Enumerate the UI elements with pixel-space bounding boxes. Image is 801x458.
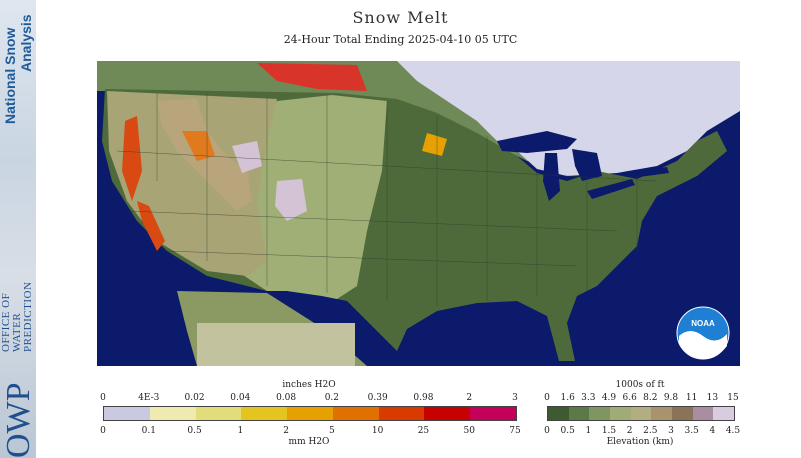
melt-color-swatch (332, 407, 379, 420)
lake-huron (572, 149, 602, 181)
elev-tick-label: 13 (706, 393, 719, 403)
melt-color-swatch (195, 407, 242, 420)
melt-tick-label: 25 (417, 426, 430, 436)
elev-color-swatch (630, 407, 652, 420)
lake-erie (587, 179, 635, 199)
melt-tick-label: 0.04 (230, 393, 251, 403)
elev-tick-label: 1.5 (601, 426, 617, 436)
melt-inch-ticks: 0 4E-3 0.02 0.04 0.08 0.2 0.39 0.98 2 3 (100, 393, 518, 405)
melt-tick-label: 50 (463, 426, 475, 436)
cascade-melt (122, 116, 142, 201)
snow-melt-map (97, 61, 740, 366)
canada-snow (397, 61, 740, 176)
melt-tick-label: 0 (100, 393, 106, 403)
melt-tick-label: 0.98 (413, 393, 434, 403)
elev-color-swatch (651, 407, 673, 420)
lake-superior (497, 131, 577, 153)
lake-ontario (637, 167, 669, 177)
elev-color-swatch (692, 407, 714, 420)
elev-tick-label: 6.6 (622, 393, 637, 403)
elev-tick-label: 1 (585, 426, 592, 436)
elev-color-swatch (589, 407, 611, 420)
melt-color-swatch (424, 407, 471, 420)
elev-tick-label: 8.2 (643, 393, 658, 403)
elev-tick-label: 9.8 (663, 393, 679, 403)
lake-michigan (543, 153, 560, 201)
elev-tick-label: 0.5 (560, 426, 575, 436)
noaa-logo: NOAA (676, 306, 730, 360)
snowpack-co (275, 179, 307, 221)
elev-tick-label: 0 (544, 426, 550, 436)
melt-mm-ticks: 0 0.1 0.5 1 2 5 10 25 50 75 (100, 426, 521, 438)
melt-color-bar (103, 406, 517, 421)
elev-color-swatch (610, 407, 631, 420)
sierra-melt (137, 201, 165, 251)
elev-tick-label: 4.9 (601, 393, 617, 403)
elev-tick-label: 4.5 (725, 426, 741, 436)
elev-color-swatch (548, 407, 569, 420)
melt-tick-label: 0.1 (141, 426, 156, 436)
melt-tick-label: 10 (371, 426, 384, 436)
melt-color-scale: inches H2O 0 4E-3 0.02 0.04 0.08 0.2 0.39 0.98 2… (100, 380, 521, 450)
elevation-bottom-unit: Elevation (km) (606, 437, 674, 447)
melt-color-swatch (149, 407, 196, 420)
mexico-grid-gray (197, 323, 355, 366)
elev-tick-label: 3 (668, 426, 674, 436)
elev-tick-label: 2 (626, 426, 633, 436)
elevation-km-ticks: 0 0.5 1 1.5 2 2.5 3 3.5 4 4.5 (544, 426, 740, 438)
melt-tick-label: 2 (283, 426, 289, 436)
org-name-line3: PREDICTION (22, 281, 34, 352)
sidebar-banner: National Snow Analysis OWP OFFICE OF WAT… (0, 0, 36, 458)
elev-tick-label: 0 (544, 393, 550, 403)
elev-color-swatch (568, 407, 590, 420)
elev-tick-label: 2.5 (643, 426, 658, 436)
melt-tick-label: 0.5 (187, 426, 202, 436)
melt-top-unit: inches H2O (282, 380, 336, 390)
melt-tick-label: 0.39 (367, 393, 388, 403)
elev-tick-label: 1.6 (560, 393, 575, 403)
elev-tick-label: 3.5 (684, 426, 699, 436)
canada-melt-east (422, 133, 447, 156)
map-subtitle: 24-Hour Total Ending 2025-04-10 05 UTC (283, 33, 518, 46)
melt-tick-label: 4E-3 (138, 393, 160, 403)
canada-melt-west (257, 63, 367, 91)
melt-tick-label: 0.02 (184, 393, 205, 403)
melt-color-swatch (470, 407, 517, 420)
elevation-color-bar (547, 406, 735, 421)
melt-tick-label: 3 (512, 393, 518, 403)
noaa-logo-text: NOAA (691, 319, 715, 328)
melt-color-swatch (378, 407, 425, 420)
melt-bottom-unit: mm H2O (288, 437, 330, 447)
melt-tick-label: 5 (329, 426, 335, 436)
melt-color-swatch (241, 407, 288, 420)
elev-tick-label: 11 (685, 393, 698, 403)
melt-color-swatch (287, 407, 333, 420)
state-boundaries (116, 93, 658, 306)
elevation-ft-ticks: 0 1.6 3.3 4.9 6.6 8.2 9.8 11 13 15 (544, 393, 739, 405)
melt-tick-label: 0 (100, 426, 106, 436)
melt-tick-label: 75 (509, 426, 521, 436)
melt-color-swatch (104, 407, 150, 420)
elev-tick-label: 3.3 (581, 393, 596, 403)
org-abbrev: OWP (0, 382, 36, 458)
melt-tick-label: 1 (237, 426, 244, 436)
elevation-top-unit: 1000s of ft (615, 380, 665, 390)
elev-color-swatch (713, 407, 735, 420)
elev-tick-label: 4 (709, 426, 716, 436)
melt-tick-label: 2 (466, 393, 473, 403)
melt-tick-label: 0.2 (324, 393, 340, 403)
snowpack-wy (232, 141, 262, 173)
melt-tick-label: 0.08 (276, 393, 297, 403)
map-title: Snow Melt (352, 8, 449, 27)
elev-tick-label: 15 (727, 393, 739, 403)
elev-color-swatch (672, 407, 693, 420)
